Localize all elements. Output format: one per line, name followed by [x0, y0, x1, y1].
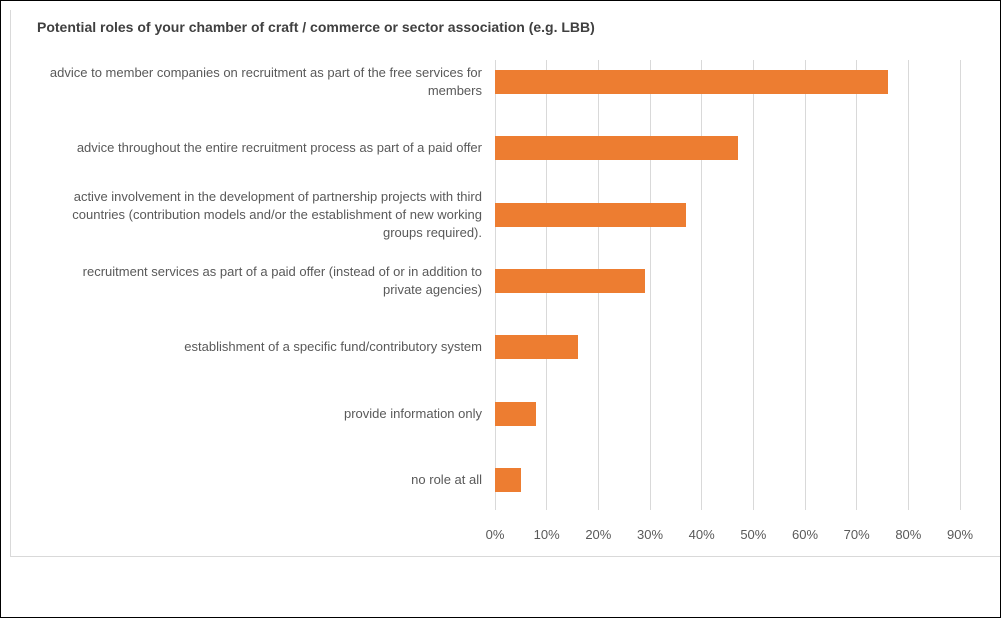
bar: [495, 70, 888, 95]
chart-title: Potential roles of your chamber of craft…: [37, 19, 595, 35]
category-label: advice throughout the entire recruitment…: [76, 140, 482, 156]
bar: [495, 202, 687, 227]
x-tick-label: 20%: [585, 527, 612, 542]
grid-line: [959, 60, 961, 510]
chart: [10, 10, 1000, 557]
category-label: no role at all: [411, 471, 482, 487]
x-tick-label: 60%: [791, 527, 819, 542]
x-tick-label: 50%: [740, 527, 767, 542]
x-tick-label: 30%: [636, 527, 664, 542]
bar: [495, 335, 578, 360]
x-tick-label: 10%: [533, 527, 560, 542]
bar: [495, 401, 537, 426]
grid-line: [649, 60, 651, 510]
bar: [495, 136, 738, 161]
x-tick-label: 80%: [895, 527, 922, 542]
grid-line: [701, 60, 703, 510]
grid-line: [907, 60, 909, 510]
x-tick-label: 40%: [688, 527, 715, 542]
grid-line: [856, 60, 858, 510]
x-tick-label: 0%: [485, 527, 505, 542]
bar: [495, 269, 645, 294]
category-label: establishment of a specific fund/contrib…: [184, 339, 482, 355]
x-tick-label: 70%: [843, 527, 870, 542]
category-label: active involvement in the development of…: [72, 188, 482, 240]
category-label: provide information only: [343, 405, 482, 421]
x-tick-label: 90%: [946, 527, 974, 542]
bar: [495, 467, 521, 492]
category-label: recruitment services as part of a paid o…: [82, 264, 482, 298]
category-label: advice to member companies on recruitmen…: [49, 65, 482, 99]
grid-line: [804, 60, 806, 510]
grid-line: [752, 60, 754, 510]
